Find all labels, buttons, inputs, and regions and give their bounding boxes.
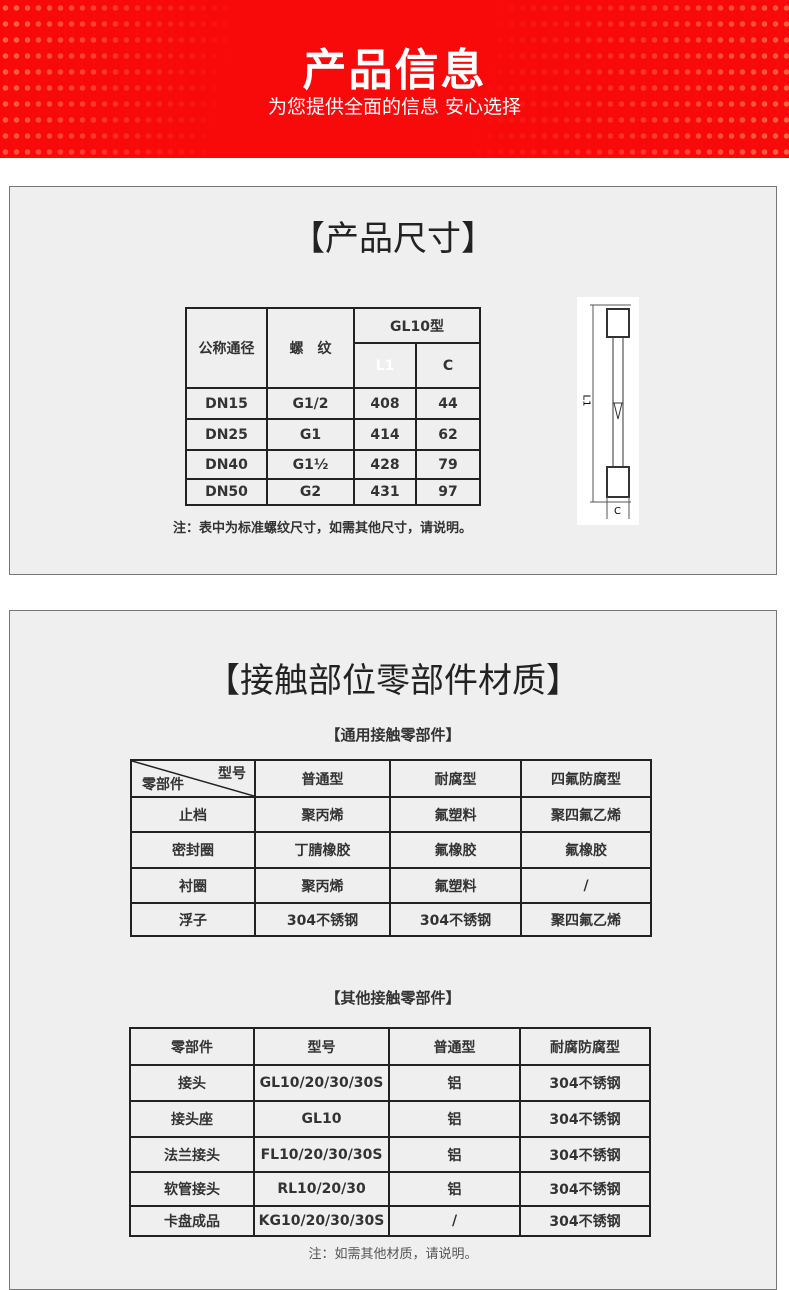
table-row: 法兰接头 FL10/20/30/30S 铝 304不锈钢 bbox=[129, 1136, 651, 1173]
table-cell: 氟塑料 bbox=[389, 867, 522, 904]
column-header: 普通型 bbox=[254, 759, 391, 798]
other-parts-table: 零部件 型号 普通型 耐腐防腐型 接头 GL10/20/30/30S 铝 304不锈钢 接头座 G… bbox=[129, 1027, 651, 1237]
dot-pattern bbox=[0, 0, 789, 158]
table-cell: 接头 bbox=[129, 1064, 255, 1102]
column-header: 耐腐型 bbox=[389, 759, 522, 798]
table-row: 密封圈 丁腈橡胶 氟橡胶 氟橡胶 bbox=[130, 831, 652, 869]
banner: 产品信息 为您提供全面的信息 安心选择 bbox=[0, 0, 789, 158]
table-cell: 聚四氟乙烯 bbox=[520, 796, 652, 833]
table-cell: 止档 bbox=[130, 796, 256, 833]
table-row: DN50 G2 431 97 bbox=[185, 478, 481, 506]
table-cell: 304不锈钢 bbox=[519, 1205, 651, 1237]
table-cell: 428 bbox=[353, 449, 417, 480]
table-cell: 79 bbox=[415, 449, 481, 480]
table-cell: 耐腐防腐型 bbox=[519, 1027, 651, 1066]
table-cell: G2 bbox=[266, 478, 355, 506]
c-label: C bbox=[614, 506, 621, 517]
materials-title: 【接触部位零部件材质】 bbox=[206, 661, 580, 701]
materials-panel: 【接触部位零部件材质】 【通用接触零部件】 型号 零部件 普通型 耐腐型 四氟防腐型… bbox=[9, 610, 777, 1290]
table-cell: G1/2 bbox=[266, 387, 355, 420]
table-cell: 44 bbox=[415, 387, 481, 420]
flowmeter-diagram: L1 C bbox=[577, 297, 639, 525]
table-cell: RL10/20/30 bbox=[253, 1171, 390, 1207]
corner-cell: 型号 零部件 bbox=[130, 759, 256, 798]
table-cell: 97 bbox=[415, 478, 481, 506]
table-row: 卡盘成品 KG10/20/30/30S/304不锈钢 bbox=[129, 1205, 651, 1237]
table-cell: DN40 bbox=[185, 449, 268, 480]
dimensions-note: 注：表中为标准螺纹尺寸，如需其他尺寸，请说明。 bbox=[173, 521, 473, 536]
table-cell: 卡盘成品 bbox=[129, 1205, 255, 1237]
banner-title: 产品信息 bbox=[302, 45, 487, 96]
table-row: 止档 聚丙烯 氟塑料 聚四氟乙烯 bbox=[130, 796, 652, 833]
table-cell: G1½ bbox=[266, 449, 355, 480]
table-cell: 62 bbox=[415, 418, 481, 451]
common-subtitle: 【通用接触零部件】 bbox=[325, 726, 461, 744]
table-cell: 408 bbox=[353, 387, 417, 420]
corner-bottom: 零部件 bbox=[142, 777, 184, 793]
table-cell: 304不锈钢 bbox=[519, 1171, 651, 1207]
table-cell: 414 bbox=[353, 418, 417, 451]
table-cell: 密封圈 bbox=[130, 831, 256, 869]
table-cell: 接头座 bbox=[129, 1100, 255, 1138]
table-cell: 法兰接头 bbox=[129, 1136, 255, 1173]
table-cell: 普通型 bbox=[388, 1027, 521, 1066]
table-row: 接头 GL10/20/30/30S 铝 304不锈钢 bbox=[129, 1064, 651, 1102]
table-row: DN40 G1½ 428 79 bbox=[185, 449, 481, 480]
table-row: 浮子 304不锈钢 304不锈钢 聚四氟乙烯 bbox=[130, 902, 652, 937]
table-cell: DN50 bbox=[185, 478, 268, 506]
table-cell: GL10 bbox=[253, 1100, 390, 1138]
column-header: 四氟防腐型 bbox=[520, 759, 652, 798]
table-cell: 304不锈钢 bbox=[519, 1136, 651, 1173]
common-parts-table: 型号 零部件 普通型 耐腐型 四氟防腐型 止档 聚丙烯 氟塑料 聚四氟乙烯 密封圈 丁腈橡胶氟… bbox=[130, 759, 652, 937]
table-row: DN15 G1/2 408 44 bbox=[185, 387, 481, 420]
table-cell: 软管接头 bbox=[129, 1171, 255, 1207]
table-cell: 铝 bbox=[388, 1171, 521, 1207]
table-cell: 聚四氟乙烯 bbox=[520, 902, 652, 937]
dimensions-panel: 【产品尺寸】 公称通径螺 纹 GL10型 L1 C DN15 G1/2 408 44 DN2… bbox=[9, 186, 777, 575]
table-cell: / bbox=[520, 867, 652, 904]
table-cell: FL10/20/30/30S bbox=[253, 1136, 390, 1173]
table-cell: 丁腈橡胶 bbox=[254, 831, 391, 869]
table-row: DN25 G1 414 62 bbox=[185, 418, 481, 451]
header-thread: 螺 纹 bbox=[266, 307, 355, 389]
table-cell: KG10/20/30/30S bbox=[253, 1205, 390, 1237]
table-cell: / bbox=[388, 1205, 521, 1237]
table-cell: 型号 bbox=[253, 1027, 390, 1066]
table-cell: 氟塑料 bbox=[389, 796, 522, 833]
header-nominal: 公称通径 bbox=[185, 307, 268, 389]
table-cell: GL10/20/30/30S bbox=[253, 1064, 390, 1102]
table-cell: G1 bbox=[266, 418, 355, 451]
table-cell: 铝 bbox=[388, 1064, 521, 1102]
table-cell: 浮子 bbox=[130, 902, 256, 937]
other-subtitle: 【其他接触零部件】 bbox=[325, 989, 461, 1007]
header-l1: L1 bbox=[353, 342, 417, 389]
table-row: 衬圈 聚丙烯 氟塑料 / bbox=[130, 867, 652, 904]
table-cell: 衬圈 bbox=[130, 867, 256, 904]
table-cell: 零部件 bbox=[129, 1027, 255, 1066]
table-cell: 304不锈钢 bbox=[519, 1064, 651, 1102]
header-c: C bbox=[415, 342, 481, 389]
table-cell: DN25 bbox=[185, 418, 268, 451]
table-row: 接头座 GL10 铝 304不锈钢 bbox=[129, 1100, 651, 1138]
table-row: 软管接头 RL10/20/30 铝 304不锈钢 bbox=[129, 1171, 651, 1207]
table-cell: 铝 bbox=[388, 1136, 521, 1173]
corner-top: 型号 bbox=[218, 766, 246, 782]
banner-subtitle: 为您提供全面的信息 安心选择 bbox=[267, 96, 522, 118]
dimensions-table: 公称通径螺 纹 GL10型 L1 C DN15 G1/2 408 44 DN25 G1 414 6… bbox=[185, 307, 481, 506]
materials-note: 注：如需其他材质，请说明。 bbox=[308, 1247, 478, 1262]
table-cell: 铝 bbox=[388, 1100, 521, 1138]
dimensions-title: 【产品尺寸】 bbox=[291, 219, 495, 259]
header-row: 零部件 型号 普通型 耐腐防腐型 bbox=[129, 1027, 651, 1066]
table-cell: 304不锈钢 bbox=[254, 902, 391, 937]
l1-label: L1 bbox=[580, 394, 592, 407]
table-cell: 304不锈钢 bbox=[519, 1100, 651, 1138]
table-cell: 聚丙烯 bbox=[254, 867, 391, 904]
table-cell: 431 bbox=[353, 478, 417, 506]
table-cell: 氟橡胶 bbox=[389, 831, 522, 869]
table-cell: DN15 bbox=[185, 387, 268, 420]
table-cell: 304不锈钢 bbox=[389, 902, 522, 937]
table-cell: 聚丙烯 bbox=[254, 796, 391, 833]
table-cell: 氟橡胶 bbox=[520, 831, 652, 869]
header-model: GL10型 bbox=[353, 307, 481, 344]
